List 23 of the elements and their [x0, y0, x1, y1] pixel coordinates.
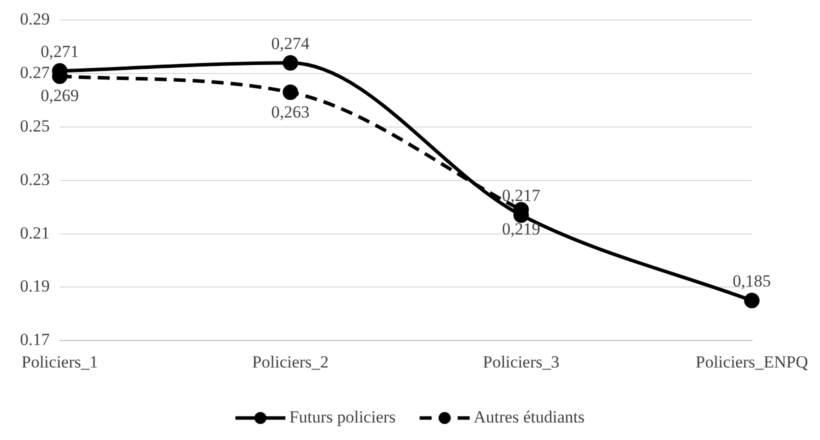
y-tick-label: 0.23 [20, 170, 50, 189]
point [282, 55, 298, 71]
y-tick-label: 0.27 [20, 63, 50, 82]
point [282, 84, 298, 100]
data-label: 0,271 [40, 42, 79, 61]
data-label: 0,217 [502, 186, 541, 206]
x-tick-label: Policiers_2 [252, 352, 329, 372]
x-tick-label: Policiers_ENPQ [696, 352, 808, 372]
x-tick-label: Policiers_3 [482, 352, 560, 372]
data-label: 0,274 [271, 34, 310, 53]
y-tick-label: 0.29 [20, 10, 50, 29]
legend-label: Futurs policiers [289, 407, 396, 426]
legend-label: Autres étudiants [474, 407, 585, 426]
y-tick-label: 0.19 [20, 276, 50, 296]
data-label: 0,185 [732, 272, 771, 291]
y-tick-label: 0.21 [20, 223, 50, 242]
data-label: 0,219 [502, 220, 540, 239]
x-tick-label: Policiers_1 [22, 352, 98, 372]
y-tick-label: 0.17 [20, 330, 50, 350]
point [744, 292, 760, 308]
y-tick-label: 0.25 [20, 116, 50, 136]
data-label: 0,269 [40, 86, 79, 106]
data-label: 0,263 [271, 102, 310, 122]
